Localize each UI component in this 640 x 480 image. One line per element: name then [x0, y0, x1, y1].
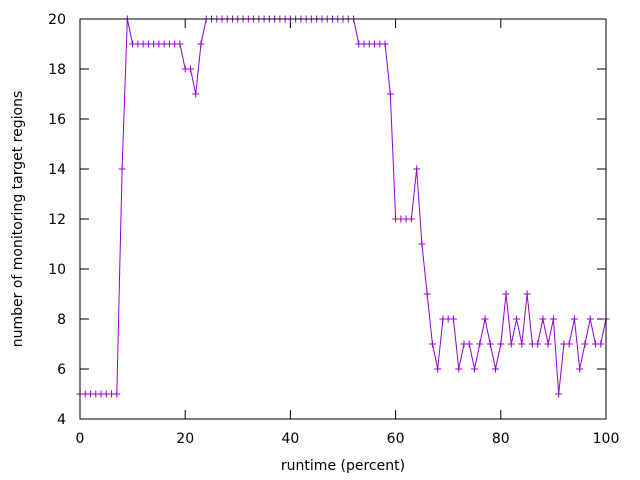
data-point	[581, 340, 589, 348]
plot-frame	[79, 18, 607, 420]
y-tick-label: 16	[48, 112, 66, 128]
data-point	[513, 315, 521, 323]
data-point	[549, 315, 557, 323]
y-tick-label: 6	[57, 362, 66, 378]
series-line	[80, 18, 607, 395]
y-tick-label: 4	[57, 412, 66, 428]
y-tick-label: 8	[57, 312, 66, 328]
data-point	[465, 340, 473, 348]
data-point	[413, 165, 421, 173]
y-tick-label: 20	[48, 12, 66, 28]
y-axis-title: number of monitoring target regions	[10, 91, 26, 348]
x-tick-label: 20	[176, 431, 194, 447]
data-point	[486, 340, 494, 348]
data-point	[497, 340, 505, 348]
data-point	[192, 90, 200, 98]
data-point	[518, 340, 526, 348]
data-point	[481, 315, 489, 323]
data-point	[118, 165, 126, 173]
data-point	[555, 390, 563, 398]
data-point	[381, 40, 389, 48]
data-point	[471, 365, 478, 373]
x-tick-label: 0	[76, 431, 85, 447]
y-axis-ticks: 4 6 8 10 12 14 16 18 20	[48, 12, 606, 428]
data-point	[449, 315, 457, 323]
data-point	[476, 340, 484, 348]
x-axis-title: runtime (percent)	[281, 458, 405, 474]
data-point	[597, 340, 605, 348]
y-tick-label: 18	[48, 62, 66, 78]
data-point	[534, 340, 542, 348]
data-point	[523, 290, 531, 298]
data-point	[576, 365, 584, 373]
data-point	[428, 340, 436, 348]
x-tick-label: 80	[492, 431, 510, 447]
y-tick-label: 14	[48, 162, 66, 178]
data-point	[539, 315, 547, 323]
data-point	[544, 340, 552, 348]
data-point	[570, 315, 578, 323]
series-markers	[76, 15, 610, 398]
y-tick-label: 12	[48, 212, 66, 228]
x-axis-ticks: 0 20 40 60 80 100	[76, 19, 620, 447]
data-point	[197, 40, 205, 48]
data-point	[502, 290, 510, 298]
data-point	[407, 215, 415, 223]
data-point	[418, 240, 426, 248]
y-tick-label: 10	[48, 262, 66, 278]
x-tick-label: 100	[593, 431, 620, 447]
data-point	[176, 40, 184, 48]
data-point	[386, 90, 394, 98]
data-point	[586, 315, 594, 323]
x-tick-label: 60	[387, 431, 405, 447]
data-point	[565, 340, 573, 348]
x-tick-label: 40	[281, 431, 299, 447]
data-point	[186, 65, 194, 73]
data-point	[507, 340, 515, 348]
data-point	[455, 365, 463, 373]
data-point	[434, 365, 442, 373]
data-point	[492, 365, 500, 373]
data-point	[113, 390, 121, 398]
data-point	[423, 290, 431, 298]
